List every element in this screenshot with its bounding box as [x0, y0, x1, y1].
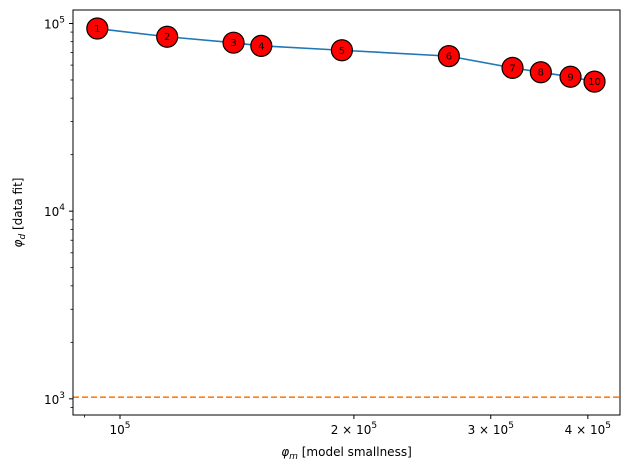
data-point	[250, 34, 273, 57]
data-point	[501, 56, 524, 79]
x-tick-label: 105	[109, 421, 130, 437]
data-point	[559, 65, 582, 88]
data-point-label: 5	[339, 46, 345, 57]
data-point-label: 4	[258, 41, 264, 52]
axes-frame	[72, 9, 621, 416]
data-point-label: 1	[94, 24, 100, 35]
data-point	[437, 45, 460, 68]
data-point	[222, 31, 245, 54]
y-axis-label: φd [data fit]	[11, 178, 28, 248]
data-point	[583, 70, 606, 93]
data-point	[86, 17, 109, 40]
data-point	[529, 61, 552, 84]
x-axis-label-symbol: φ	[281, 445, 289, 459]
data-point-label: 3	[230, 38, 236, 49]
y-axis-label-symbol: φ	[11, 239, 25, 247]
x-axis-label-subscript: m	[289, 452, 298, 462]
data-point-label: 2	[164, 32, 170, 43]
x-tick-label: 2 × 105	[331, 421, 377, 437]
data-point	[330, 39, 353, 62]
x-axis-label-text: [model smallness]	[298, 445, 412, 459]
data-point-label: 7	[509, 63, 515, 74]
y-axis-label-text: [data fit]	[11, 178, 25, 234]
data-point-label: 9	[567, 72, 573, 83]
x-tick-label: 3 × 105	[468, 421, 514, 437]
y-tick-label: 104	[44, 203, 65, 219]
y-tick-label: 105	[44, 15, 65, 31]
data-point-label: 8	[538, 68, 544, 79]
y-axis-label-subscript: d	[18, 234, 28, 240]
x-tick-label: 4 × 105	[565, 421, 611, 437]
data-point-label: 6	[446, 52, 452, 63]
plot-area: 1 2 3 4 5 6 7 8 9 10	[73, 17, 620, 399]
data-point-label: 10	[588, 77, 601, 88]
data-point	[156, 25, 179, 48]
series-line	[97, 27, 595, 83]
x-axis-label: φm [model smallness]	[281, 445, 412, 462]
y-tick-label: 103	[44, 391, 65, 407]
